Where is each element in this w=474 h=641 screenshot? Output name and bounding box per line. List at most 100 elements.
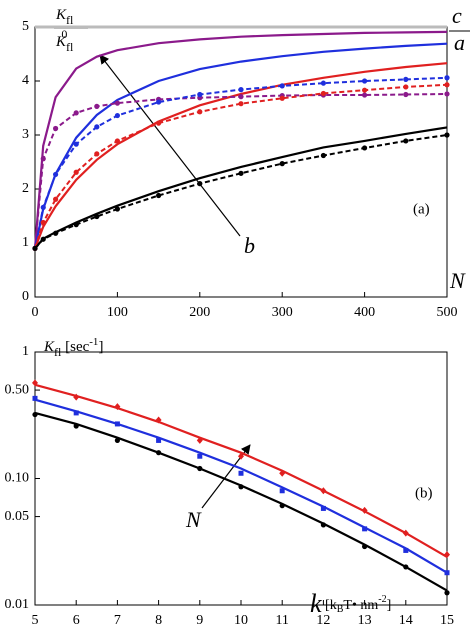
data-point (197, 465, 203, 472)
x-tick-label: 500 (437, 305, 458, 320)
data-point (403, 547, 409, 553)
data-point (444, 82, 450, 88)
data-point (53, 230, 59, 236)
annotation-b: b (244, 233, 255, 258)
data-point (32, 245, 38, 251)
data-point (362, 543, 368, 550)
x-tick-label: 100 (107, 305, 128, 320)
data-point (156, 450, 162, 456)
data-point (362, 92, 368, 98)
data-point (114, 112, 120, 119)
x-tick-label: 9 (196, 613, 203, 628)
data-point (73, 423, 79, 429)
data-point (156, 192, 162, 199)
panel-label: (a) (413, 201, 430, 217)
plot-frame (34, 26, 448, 298)
data-point (196, 436, 203, 444)
series-line (34, 411, 448, 592)
data-point (320, 80, 326, 86)
data-point (32, 379, 38, 387)
data-point (94, 151, 100, 157)
x-tick-label: 10 (234, 613, 248, 628)
x-tick-label: 400 (354, 305, 375, 320)
data-point (403, 76, 409, 82)
data-point (403, 84, 409, 90)
x-tick-label: 7 (114, 613, 121, 628)
series-line (34, 134, 448, 250)
data-point (444, 590, 450, 596)
data-point (114, 100, 120, 106)
data-point (403, 138, 409, 144)
data-point (320, 90, 326, 97)
x-tick-label: 13 (358, 613, 372, 628)
data-point (444, 132, 450, 138)
data-point (155, 416, 162, 424)
data-point (114, 421, 120, 427)
y-tick-label: 0 (22, 289, 29, 304)
data-point (40, 156, 46, 162)
data-point (320, 505, 326, 511)
data-point (362, 87, 368, 93)
y-tick-label: 3 (22, 127, 29, 142)
y-tick-label: 1 (22, 235, 29, 250)
x-tick-label: 12 (316, 613, 330, 628)
data-point (156, 120, 162, 126)
data-point (320, 487, 327, 495)
x-tick-label: 5 (32, 613, 39, 628)
data-point (32, 395, 38, 401)
data-point (320, 522, 326, 528)
x-tick-label: 8 (155, 613, 162, 628)
x-tick-label: 200 (189, 305, 210, 320)
x-label: k [kBT• nm-2] (310, 589, 391, 618)
data-point (403, 564, 409, 570)
y-label: Kfl [sec-1] (43, 336, 103, 359)
series-line (33, 62, 448, 249)
plot-frame (34, 351, 448, 606)
data-point (279, 95, 285, 101)
series-line (34, 398, 448, 574)
data-point (444, 570, 450, 576)
data-point (444, 75, 450, 81)
annotation-a: a (454, 30, 465, 55)
series-line (34, 83, 448, 249)
data-point (156, 99, 162, 105)
data-point (238, 87, 244, 93)
data-point (362, 78, 368, 84)
y-label-numerator: Kfl (55, 7, 74, 26)
arrow (99, 54, 241, 237)
y-tick-label: 5 (22, 19, 29, 34)
data-point (362, 145, 368, 151)
data-point (114, 138, 120, 144)
data-point (73, 110, 79, 116)
x-tick-label: 300 (272, 305, 293, 320)
data-point (362, 526, 368, 532)
series-line (34, 126, 448, 250)
data-point (197, 109, 203, 115)
data-point (197, 91, 203, 98)
panel-label: (b) (415, 485, 433, 501)
x-tick-label: 0 (32, 305, 39, 320)
data-point (32, 411, 38, 418)
y-tick-label: 1 (22, 344, 29, 359)
data-point (197, 181, 203, 187)
y-tick-label: 4 (22, 73, 29, 88)
data-point (73, 222, 79, 228)
data-point (94, 213, 100, 220)
data-point (114, 403, 121, 411)
data-point (444, 91, 450, 97)
data-point (94, 103, 100, 109)
x-tick-label: 6 (73, 613, 80, 628)
y-tick-label: 2 (22, 181, 29, 196)
y-label-denominator: Kfl0 (55, 27, 74, 54)
series-line (33, 30, 448, 249)
data-point (40, 219, 46, 226)
data-point (279, 503, 285, 509)
data-point (40, 204, 46, 210)
y-tick-label: 0.50 (5, 382, 30, 397)
x-tick-label: 15 (440, 613, 454, 628)
data-point (94, 124, 100, 130)
data-point (40, 236, 46, 242)
y-tick-label: 0.01 (5, 597, 30, 612)
